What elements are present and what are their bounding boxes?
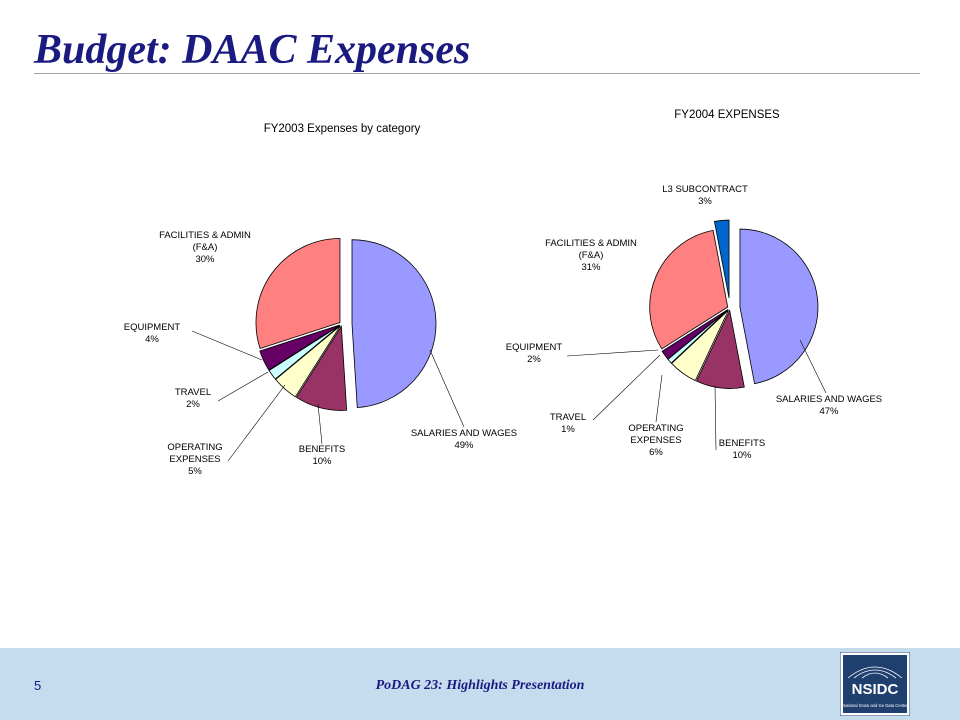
slice-l3-subcontract: [713, 219, 730, 299]
nsidc-logo: NSIDC National Snow and Ice Data Center: [840, 652, 910, 716]
title-divider: [34, 73, 920, 74]
leader-line-equipment: [566, 349, 659, 357]
leader-line-equipment: [191, 330, 263, 361]
slice-benefits: [295, 325, 348, 411]
fy2004-pie-chart: FY2004 EXPENSES SALARIES AND WAGES 47% BENE…: [506, 109, 882, 461]
leader-line-travel: [592, 354, 661, 421]
slice-facilities-and-admin: [649, 229, 729, 350]
label-benefits: BENEFITS 10%: [299, 444, 345, 467]
leader-line-salaries-and-wages: [429, 349, 465, 428]
label-equipment: EQUIPMENT 2%: [506, 342, 563, 365]
label-salaries-and-wages: SALARIES AND WAGES 47%: [776, 394, 882, 417]
slice-travel: [268, 325, 341, 380]
slice-operating: [275, 325, 341, 398]
label-facilities-and-admin: FACILITIES & ADMIN (F&A) 30%: [159, 230, 251, 265]
fy2003-pie-chart: FY2003 Expenses by category SALARIES AND …: [124, 123, 517, 477]
label-equipment: EQUIPMENT 4%: [124, 322, 181, 345]
slice-facilities-and-admin: [255, 238, 341, 349]
slice-benefits: [695, 309, 745, 389]
label-travel: TRAVEL 2%: [175, 387, 211, 410]
logo-text: NSIDC: [852, 681, 899, 698]
slice-salaries-and-wages: [739, 228, 819, 385]
label-salaries-and-wages: SALARIES AND WAGES 49%: [411, 428, 517, 451]
logo-subtext: National Snow and Ice Data Center: [842, 703, 908, 708]
leader-line-operating: [655, 374, 663, 423]
label-travel: TRAVEL 1%: [550, 412, 586, 435]
leader-line-benefits: [317, 403, 323, 445]
slice-equipment: [259, 324, 340, 371]
slide-title: Budget: DAAC Expenses: [34, 27, 471, 73]
footer-bar: 5 PoDAG 23: Highlights Presentation NSID…: [0, 648, 960, 720]
footer-text: PoDAG 23: Highlights Presentation: [375, 678, 585, 693]
slice-operating: [671, 309, 729, 382]
leader-line-salaries-and-wages: [799, 339, 827, 394]
leader-line-benefits: [714, 384, 717, 451]
slice-equipment: [661, 309, 729, 360]
label-benefits: BENEFITS 10%: [719, 438, 765, 461]
leader-line-operating: [227, 384, 286, 462]
charts-canvas: FY2003 Expenses by category SALARIES AND …: [124, 109, 882, 477]
slice-salaries-and-wages: [351, 239, 437, 408]
page-number: 5: [34, 678, 42, 693]
label-operating: OPERATING EXPENSES 5%: [167, 442, 222, 477]
leader-line-travel: [217, 371, 269, 402]
chart-title: FY2003 Expenses by category: [264, 123, 421, 135]
label-facilities-and-admin: FACILITIES & ADMIN (F&A) 31%: [545, 238, 637, 273]
label-operating: OPERATING EXPENSES 6%: [628, 423, 683, 458]
chart-title: FY2004 EXPENSES: [674, 109, 780, 121]
label-l3-subcontract: L3 SUBCONTRACT 3%: [662, 184, 748, 207]
